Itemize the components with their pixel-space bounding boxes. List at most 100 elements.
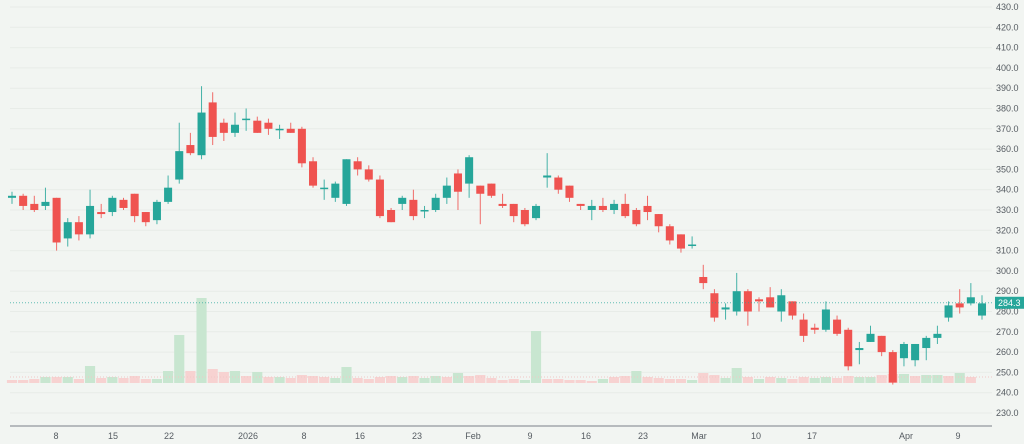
candle[interactable] — [699, 264, 708, 290]
candle[interactable] — [554, 175, 563, 194]
candle[interactable] — [264, 118, 273, 135]
volume-bar — [653, 378, 664, 383]
candle[interactable] — [52, 197, 61, 251]
candle[interactable] — [810, 323, 819, 334]
candle[interactable] — [108, 195, 117, 217]
candle[interactable] — [509, 203, 518, 223]
candle[interactable] — [242, 108, 251, 131]
candle[interactable] — [743, 289, 752, 326]
candle[interactable] — [130, 193, 139, 223]
candle[interactable] — [688, 236, 697, 249]
candle[interactable] — [86, 189, 95, 239]
candle[interactable] — [732, 272, 741, 316]
candle[interactable] — [387, 207, 396, 223]
candle[interactable] — [520, 207, 529, 227]
candle[interactable] — [966, 283, 975, 306]
candle[interactable] — [610, 199, 619, 215]
candle[interactable] — [30, 195, 39, 213]
candle[interactable] — [453, 169, 462, 210]
candle[interactable] — [598, 197, 607, 213]
candle[interactable] — [788, 301, 797, 320]
candle[interactable] — [766, 287, 775, 308]
candle[interactable] — [833, 315, 842, 336]
candle[interactable] — [431, 193, 440, 213]
candle[interactable] — [498, 193, 507, 208]
candle[interactable] — [643, 195, 652, 221]
candle[interactable] — [844, 327, 853, 371]
candle[interactable] — [342, 159, 351, 206]
candle[interactable] — [119, 197, 128, 210]
candle[interactable] — [275, 124, 284, 139]
candle[interactable] — [977, 295, 987, 320]
candle[interactable] — [955, 289, 964, 314]
candle[interactable] — [665, 224, 674, 245]
candle[interactable] — [442, 177, 451, 204]
candle[interactable] — [364, 165, 373, 182]
volume-bar — [854, 377, 865, 383]
candle[interactable] — [888, 350, 897, 385]
candle[interactable] — [19, 193, 28, 210]
candle[interactable] — [175, 122, 184, 184]
candle[interactable] — [855, 341, 864, 365]
candle[interactable] — [754, 297, 764, 312]
candle[interactable] — [331, 181, 340, 202]
candle[interactable] — [911, 343, 920, 367]
candle[interactable] — [186, 132, 195, 156]
volume-bar — [62, 377, 73, 383]
candle[interactable] — [320, 179, 329, 200]
candle[interactable] — [286, 122, 295, 133]
candle[interactable] — [63, 218, 72, 247]
candle[interactable] — [821, 301, 830, 332]
time-tick-label: 2026 — [238, 431, 258, 441]
candle[interactable] — [152, 199, 161, 225]
candle[interactable] — [922, 335, 931, 361]
candle[interactable] — [632, 207, 641, 227]
candle[interactable] — [944, 301, 953, 322]
candle[interactable] — [420, 205, 429, 219]
candle[interactable] — [353, 157, 362, 176]
time-axis[interactable]: 8 15 22 2026 8 16 23 Feb 9 16 23 Mar 10 17 Apr 9 — [10, 425, 992, 441]
candle[interactable] — [565, 185, 574, 202]
candle[interactable] — [676, 234, 685, 253]
candle[interactable] — [297, 126, 306, 168]
candle[interactable] — [41, 187, 50, 210]
candle-body — [108, 197, 117, 213]
volume-bar — [831, 378, 843, 383]
candle[interactable] — [587, 199, 596, 221]
candle[interactable] — [230, 112, 240, 137]
candle[interactable] — [375, 175, 384, 219]
candle[interactable] — [710, 289, 719, 322]
candle[interactable] — [777, 289, 786, 322]
candle[interactable] — [141, 212, 150, 227]
candle[interactable] — [721, 303, 730, 320]
candle[interactable] — [208, 92, 217, 146]
candle[interactable] — [409, 189, 418, 221]
candle[interactable] — [197, 86, 206, 160]
candle[interactable] — [309, 157, 318, 188]
candle[interactable] — [398, 195, 407, 210]
candle[interactable] — [487, 183, 496, 198]
time-tick-label: 16 — [355, 431, 365, 441]
candle[interactable] — [532, 203, 541, 221]
candle[interactable] — [476, 185, 485, 225]
candle[interactable] — [933, 325, 942, 344]
candle[interactable] — [543, 153, 552, 188]
candle[interactable] — [253, 116, 262, 133]
candle[interactable] — [899, 341, 908, 367]
candle[interactable] — [219, 118, 228, 141]
candle-body — [877, 335, 886, 353]
candle[interactable] — [877, 335, 886, 357]
candle[interactable] — [74, 216, 83, 241]
price-axis[interactable]: 430.0 420.0 410.0 400.0 390.0 380.0 370.0 360.0… — [995, 2, 1024, 418]
candle[interactable] — [799, 313, 808, 342]
candle[interactable] — [97, 203, 106, 219]
candle[interactable] — [7, 191, 17, 204]
candle[interactable] — [164, 175, 173, 204]
candle[interactable] — [866, 325, 875, 342]
candle[interactable] — [465, 155, 474, 198]
candle[interactable] — [621, 193, 630, 219]
candle[interactable] — [576, 203, 585, 210]
candle[interactable] — [654, 214, 663, 233]
